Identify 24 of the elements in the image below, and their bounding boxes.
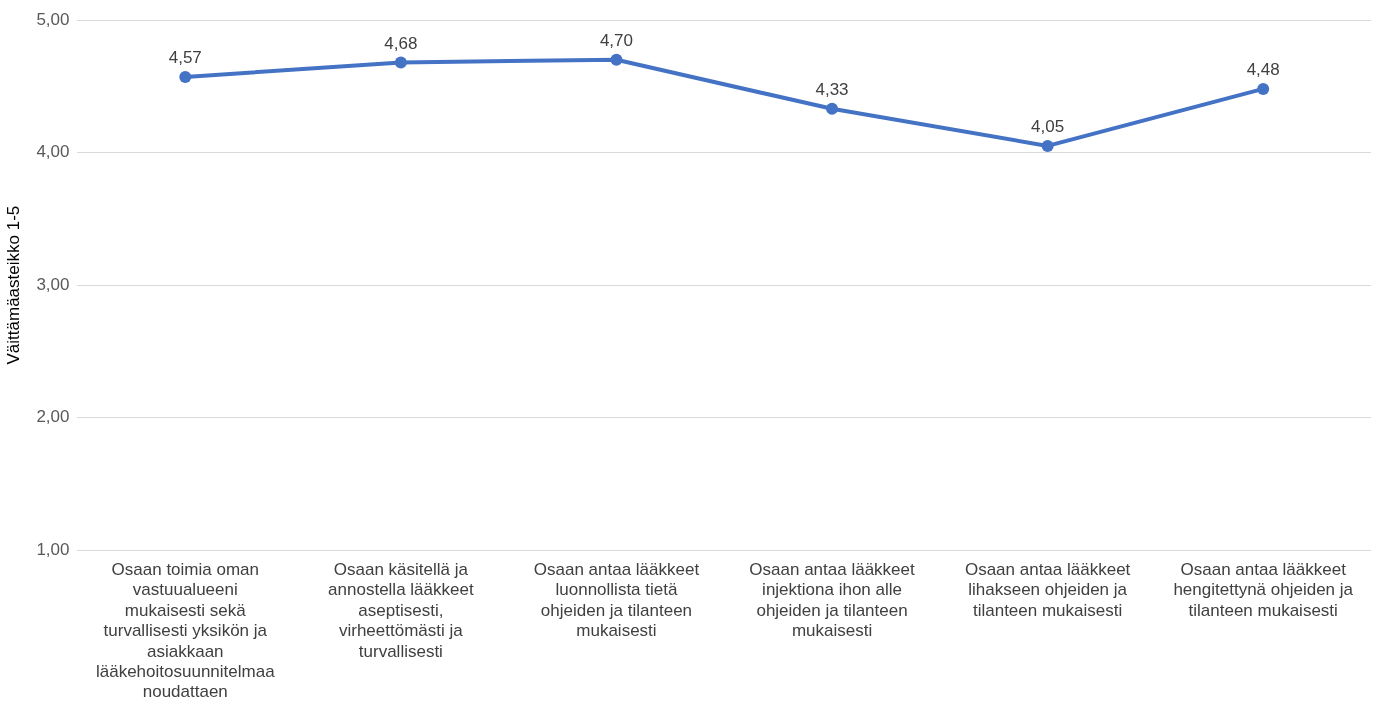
data-label: 4,48 [1246, 60, 1280, 80]
point [1257, 82, 1270, 95]
x-tick-label: Osaan toimia oman vastuualueeni mukaisesti sekä turvallisesti yksikön ja asiakkaan lääkehoitosuunnitelmaa noudattaen [95, 560, 276, 702]
x-tick-label: Osaan antaa lääkkeet hengitettynä ohjeiden ja tilanteen mukaisesti [1173, 560, 1354, 620]
x-tick-label: Osaan antaa lääkkeet luonnollista tietä ohjeiden ja tilanteen mukaisesti [533, 560, 700, 641]
point [826, 102, 839, 115]
y-tick-label: 1,00 [36, 539, 70, 559]
data-label: 4,68 [384, 33, 418, 53]
x-tick-label: Osaan antaa lääkkeet injektiona ihon alle ohjeiden ja tilanteen mukaisesti [749, 560, 915, 641]
y-axis-title: Väittämäasteikko 1-5 [3, 205, 23, 365]
y-tick-label: 4,00 [36, 142, 70, 162]
data-label: 4,05 [1031, 117, 1065, 137]
point [179, 71, 192, 83]
point [610, 53, 623, 66]
point [394, 56, 407, 69]
data-label: 4,57 [168, 48, 202, 68]
y-tick-label: 3,00 [36, 274, 70, 294]
y-tick-label: 5,00 [36, 9, 70, 29]
data-label: 4,33 [815, 80, 849, 99]
point [1041, 139, 1054, 152]
data-label: 4,70 [599, 30, 633, 50]
x-tick-label: Osaan käsitellä ja annostella lääkkeet aseptisesti, virheettömästi ja turvallisesti [328, 560, 474, 661]
x-tick-label: Osaan antaa lääkkeet lihakseen ohjeiden ja tilanteen mukaisesti [964, 560, 1131, 620]
y-tick-label: 2,00 [36, 407, 70, 427]
